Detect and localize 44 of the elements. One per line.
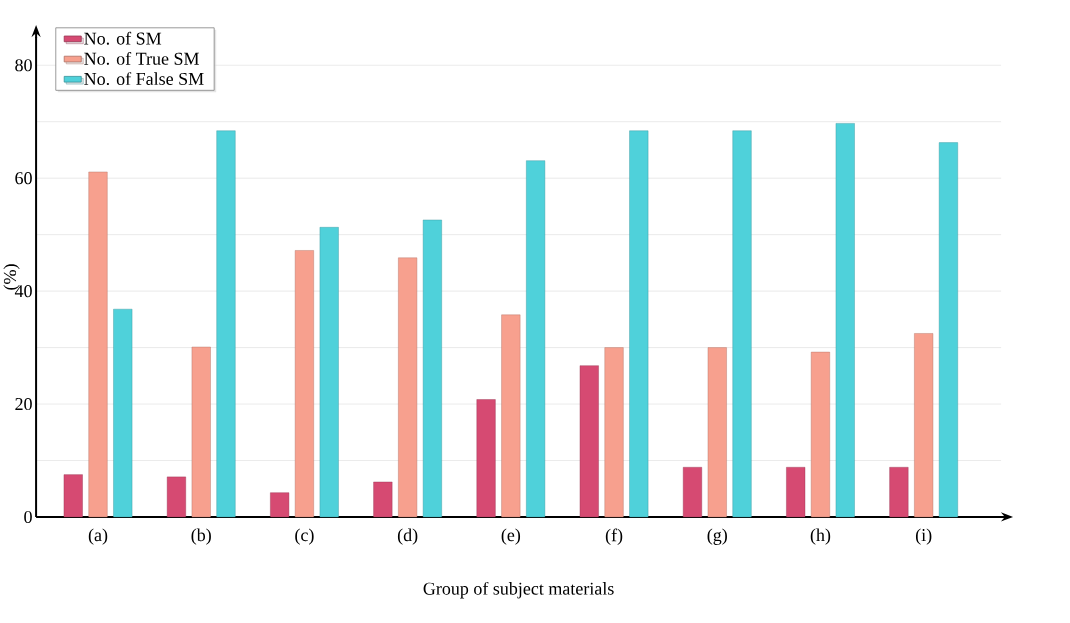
x-tick-label: (i) xyxy=(915,528,932,545)
bar xyxy=(294,250,314,518)
bar xyxy=(683,467,702,518)
bar xyxy=(732,130,752,518)
bar xyxy=(270,492,290,518)
bar xyxy=(398,257,418,518)
bar xyxy=(914,333,934,518)
bar xyxy=(501,314,521,518)
x-tick-label: (c) xyxy=(295,528,314,545)
x-axis-title: Group of subject materials xyxy=(423,581,614,599)
bar xyxy=(938,142,958,518)
bar xyxy=(319,227,339,518)
bar xyxy=(835,123,855,518)
x-tick-label: (h) xyxy=(810,528,831,545)
bar xyxy=(216,130,236,518)
x-tick-label: (f) xyxy=(605,528,623,546)
bar xyxy=(810,351,830,518)
bar xyxy=(63,474,83,518)
bar xyxy=(166,476,186,518)
y-tick-label: 60 xyxy=(15,172,32,185)
legend-label: No. of False SM xyxy=(84,72,204,86)
y-tick-label: 0 xyxy=(24,510,32,524)
bar xyxy=(422,219,442,518)
x-tick-label: (e) xyxy=(501,528,521,545)
bar xyxy=(191,346,211,518)
bar xyxy=(88,171,108,518)
bar xyxy=(629,130,649,518)
bar xyxy=(526,160,546,518)
y-tick-label: 80 xyxy=(15,59,32,72)
x-tick-label: (d) xyxy=(397,528,418,545)
x-tick-label: (b) xyxy=(191,528,211,545)
y-tick-label: 20 xyxy=(15,397,32,411)
x-tick-label: (a) xyxy=(88,528,108,545)
bar xyxy=(786,467,806,518)
bar xyxy=(579,365,599,518)
bar xyxy=(889,467,909,518)
bar xyxy=(373,481,393,518)
bar xyxy=(113,308,133,518)
legend-label: No. of True SM xyxy=(84,51,199,65)
bar xyxy=(604,347,624,518)
bar xyxy=(707,347,727,518)
bar xyxy=(476,399,496,518)
x-tick-label: (g) xyxy=(707,528,727,545)
legend-label: No. of SM xyxy=(84,31,162,45)
